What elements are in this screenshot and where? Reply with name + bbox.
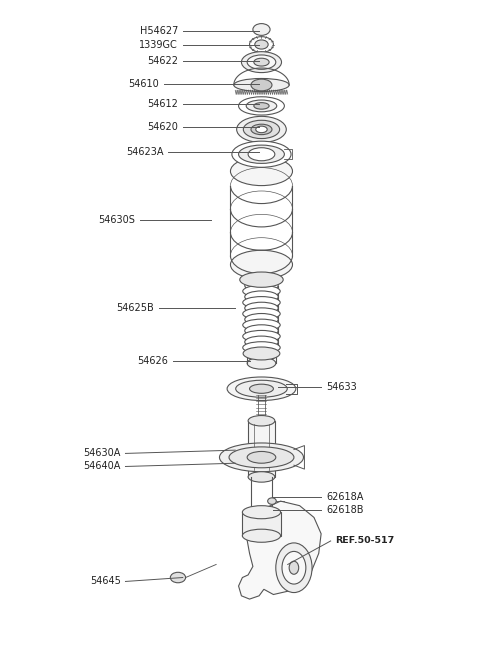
- Ellipse shape: [243, 120, 280, 138]
- Ellipse shape: [237, 116, 286, 142]
- Ellipse shape: [239, 96, 284, 115]
- Text: 54640A: 54640A: [84, 461, 120, 472]
- Ellipse shape: [230, 251, 292, 279]
- Text: 54633: 54633: [326, 382, 357, 392]
- Ellipse shape: [255, 352, 268, 359]
- Ellipse shape: [234, 79, 289, 92]
- Ellipse shape: [240, 272, 283, 287]
- Text: 1339GC: 1339GC: [139, 40, 178, 50]
- Ellipse shape: [250, 384, 274, 394]
- Ellipse shape: [247, 350, 276, 361]
- Ellipse shape: [243, 347, 280, 360]
- Ellipse shape: [268, 498, 276, 504]
- Ellipse shape: [245, 279, 278, 291]
- Ellipse shape: [229, 447, 294, 468]
- Text: 54622: 54622: [147, 56, 178, 66]
- Text: 62618B: 62618B: [326, 504, 363, 514]
- Text: 54645: 54645: [90, 577, 120, 586]
- Ellipse shape: [241, 52, 281, 73]
- Ellipse shape: [251, 508, 272, 516]
- Text: 54630A: 54630A: [84, 449, 120, 459]
- Ellipse shape: [250, 37, 274, 52]
- Ellipse shape: [219, 443, 303, 472]
- Text: REF.50-517: REF.50-517: [336, 537, 395, 545]
- Text: 54623A: 54623A: [126, 147, 164, 157]
- Text: H54627: H54627: [140, 26, 178, 36]
- Bar: [242, 512, 281, 536]
- Ellipse shape: [246, 100, 277, 112]
- Ellipse shape: [232, 141, 291, 167]
- Ellipse shape: [242, 506, 281, 519]
- Ellipse shape: [256, 126, 267, 133]
- Ellipse shape: [236, 380, 287, 398]
- Ellipse shape: [243, 342, 280, 354]
- Ellipse shape: [245, 314, 278, 325]
- Text: 54612: 54612: [147, 99, 178, 109]
- Ellipse shape: [243, 285, 280, 297]
- Ellipse shape: [230, 157, 292, 186]
- Ellipse shape: [227, 377, 296, 401]
- Ellipse shape: [247, 451, 276, 463]
- Text: 62618A: 62618A: [326, 491, 363, 502]
- Ellipse shape: [239, 145, 284, 163]
- Ellipse shape: [254, 58, 269, 66]
- Ellipse shape: [253, 24, 270, 35]
- Ellipse shape: [251, 79, 272, 91]
- Ellipse shape: [255, 40, 268, 49]
- Ellipse shape: [242, 529, 281, 543]
- Ellipse shape: [247, 358, 276, 369]
- Ellipse shape: [248, 415, 275, 426]
- Polygon shape: [239, 501, 321, 599]
- Ellipse shape: [245, 302, 278, 314]
- Ellipse shape: [247, 55, 276, 70]
- Ellipse shape: [276, 543, 312, 592]
- Text: 54626: 54626: [138, 356, 168, 365]
- Ellipse shape: [251, 124, 272, 134]
- Ellipse shape: [243, 319, 280, 331]
- Ellipse shape: [243, 331, 280, 342]
- Ellipse shape: [248, 148, 275, 161]
- Ellipse shape: [170, 572, 186, 583]
- Bar: [248, 420, 275, 477]
- Text: 54620: 54620: [147, 122, 178, 132]
- Ellipse shape: [245, 325, 278, 337]
- Ellipse shape: [282, 552, 306, 584]
- Text: 54625B: 54625B: [116, 304, 154, 314]
- Ellipse shape: [243, 297, 280, 308]
- Ellipse shape: [243, 308, 280, 319]
- Text: 54630S: 54630S: [98, 215, 135, 225]
- Ellipse shape: [254, 102, 269, 109]
- Text: 54610: 54610: [128, 79, 159, 89]
- Ellipse shape: [245, 291, 278, 302]
- Ellipse shape: [245, 336, 278, 348]
- Ellipse shape: [289, 561, 299, 574]
- Ellipse shape: [248, 472, 275, 482]
